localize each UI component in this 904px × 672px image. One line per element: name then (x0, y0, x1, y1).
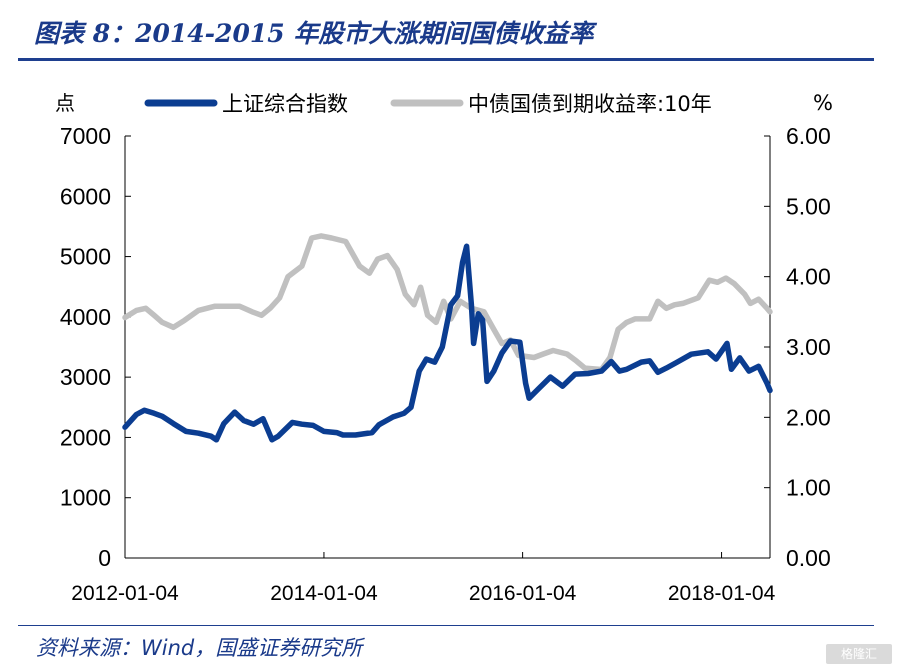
chart-title: 图表 8：2014-2015 年股市大涨期间国债收益率 (34, 19, 594, 48)
y-left-unit-label: 点 (55, 91, 75, 115)
y-left-tick-label: 2000 (60, 424, 111, 450)
legend: 上证综合指数 中债国债到期收益率:10年 (144, 92, 712, 116)
series-layer (122, 233, 773, 443)
y-left-tick-label: 3000 (60, 364, 111, 390)
x-tick-label: 2016-01-04 (469, 582, 577, 605)
y-right-tick-label: 6.00 (786, 123, 831, 149)
y-right-tick-label: 5.00 (786, 193, 831, 219)
y-right-tick-label: 3.00 (786, 334, 831, 360)
legend-item-10y-yield: 中债国债到期收益率:10年 (390, 92, 712, 116)
source-note: 资料来源：Wind，国盛证券研究所 (36, 636, 363, 660)
y-left-tick-label: 0 (98, 545, 111, 571)
series-line-shanghai-index (122, 243, 773, 443)
y-right-tick-label: 4.00 (786, 264, 831, 290)
x-tick-label: 2012-01-04 (71, 582, 179, 605)
source-rule (18, 625, 874, 626)
y-left-tick-label: 7000 (60, 123, 111, 149)
y-right-tick-label: 0.00 (786, 545, 831, 571)
y-right-tick-label: 1.00 (786, 475, 831, 501)
y-left-tick-label: 5000 (60, 244, 111, 270)
watermark-logo: 格隆汇 (826, 644, 892, 664)
x-tick-label: 2014-01-04 (270, 582, 378, 605)
x-tick-label: 2018-01-04 (668, 582, 776, 605)
y-left-tick-label: 4000 (60, 304, 111, 330)
y-left-tick-label: 1000 (60, 485, 111, 511)
y-right-unit-label: % (813, 91, 833, 115)
y-right-tick-label: 2.00 (786, 404, 831, 430)
legend-label: 中债国债到期收益率:10年 (468, 92, 712, 116)
axes: 0 1000 2000 3000 4000 5000 6000 7000 0.00 1.00 2.0… (60, 123, 831, 605)
y-left-tick-label: 6000 (60, 183, 111, 209)
legend-label: 上证综合指数 (222, 92, 348, 116)
legend-item-shanghai-index: 上证综合指数 (144, 92, 348, 116)
series-line-10y-yield (122, 233, 773, 373)
title-rule (18, 58, 874, 61)
